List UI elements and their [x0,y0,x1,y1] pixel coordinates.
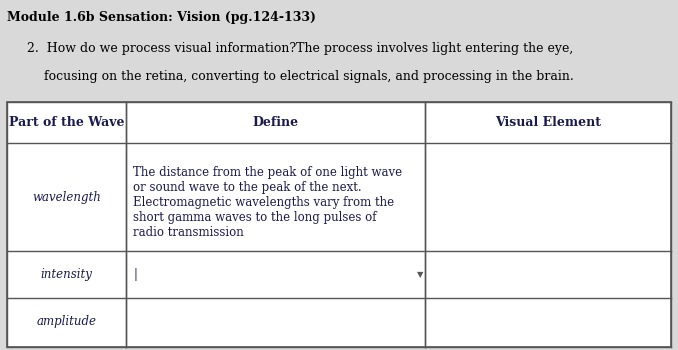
Text: focusing on the retina, converting to electrical signals, and processing in the : focusing on the retina, converting to el… [44,70,574,83]
Text: The distance from the peak of one light wave
or sound wave to the peak of the ne: The distance from the peak of one light … [133,166,402,239]
Text: intensity: intensity [41,268,92,281]
Text: |: | [133,268,137,281]
Text: Visual Element: Visual Element [496,116,601,129]
Text: Part of the Wave: Part of the Wave [9,116,124,129]
Text: Define: Define [253,116,299,129]
Text: ▼: ▼ [417,270,423,279]
Text: wavelength: wavelength [32,190,101,204]
Text: Module 1.6b Sensation: Vision (pg.124-133): Module 1.6b Sensation: Vision (pg.124-13… [7,10,316,23]
Text: amplitude: amplitude [37,315,96,329]
Text: 2.  How do we process visual information?The process involves light entering the: 2. How do we process visual information?… [27,42,574,55]
